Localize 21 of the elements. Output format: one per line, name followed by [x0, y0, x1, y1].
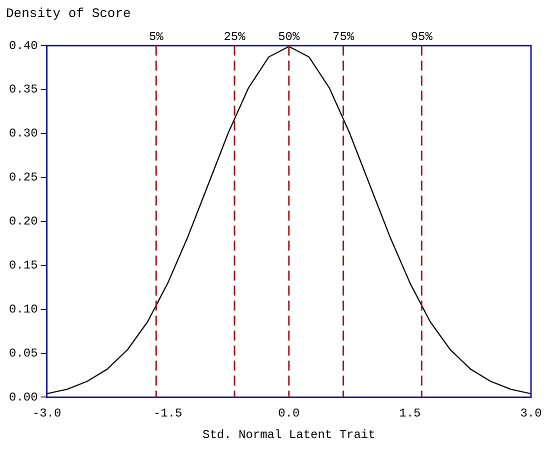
y-tick-label: 0.15 [8, 258, 38, 273]
x-tick-label: 0.0 [278, 406, 300, 421]
x-tick-label: 1.5 [399, 406, 421, 421]
annotation: 5% [148, 30, 164, 44]
y-tick-label: 0.35 [8, 82, 38, 97]
y-tick-label: 0.25 [8, 170, 38, 185]
x-tick-label: 3.0 [520, 406, 542, 421]
y-tick-label: 0.40 [8, 38, 38, 53]
x-tick-label: -3.0 [32, 406, 62, 421]
y-tick-label: 0.00 [8, 390, 38, 404]
y-tick-label: 0.05 [8, 346, 38, 360]
annotation: 75% [332, 30, 355, 44]
x-tick-label: -1.5 [153, 406, 182, 421]
y-tick-label: 0.20 [8, 214, 38, 229]
y-tick-label: 0.30 [8, 126, 38, 141]
y-tick-label: 0.10 [8, 302, 38, 316]
annotation: 25% [224, 30, 246, 44]
x-axis-title: Std. Normal Latent Trait [202, 428, 376, 442]
annotation: 50% [278, 30, 300, 44]
chart-title: Density of Score [6, 6, 131, 22]
annotation: 95% [410, 30, 434, 44]
